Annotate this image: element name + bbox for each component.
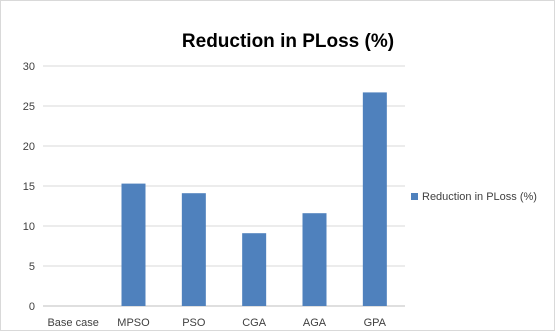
x-tick-label: MPSO [117,317,150,329]
legend-swatch [411,193,418,200]
y-axis-ticks: 0 5 10 15 20 25 30 [23,61,35,313]
x-tick-label: CGA [242,317,267,329]
x-tick-label: AGA [303,317,327,329]
legend: Reduction in PLoss (%) [411,191,537,203]
bar [242,233,267,306]
y-tick-label: 25 [23,101,35,113]
y-tick-label: 15 [23,181,35,193]
chart-title: Reduction in PLoss (%) [182,31,394,52]
bar [181,193,206,306]
y-tick-label: 20 [23,141,35,153]
y-tick-label: 0 [29,301,35,313]
x-axis-ticks: Base case MPSO PSO CGA AGA GPA [47,317,386,329]
bar [302,213,327,306]
y-tick-label: 10 [23,221,35,233]
bar [121,183,146,306]
grid-lines [43,65,405,307]
legend-label: Reduction in PLoss (%) [422,191,537,203]
x-tick-label: PSO [182,317,206,329]
bars [121,92,387,307]
x-tick-label: GPA [364,317,387,329]
x-tick-label: Base case [47,317,98,329]
bar [362,92,387,307]
y-tick-label: 5 [29,261,35,273]
y-tick-label: 30 [23,61,35,73]
